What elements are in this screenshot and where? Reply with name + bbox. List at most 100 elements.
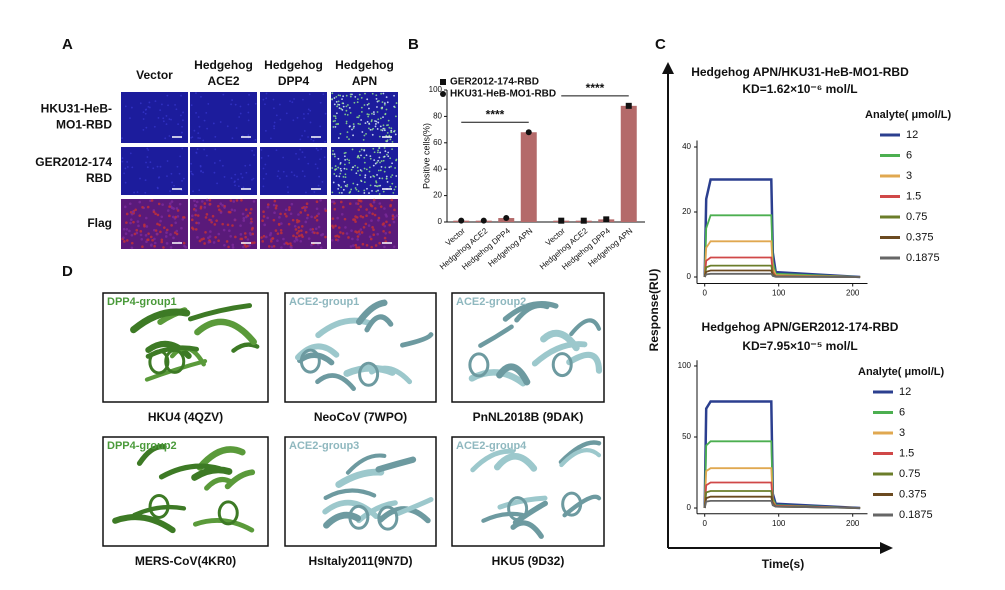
cell-dot bbox=[286, 186, 289, 188]
cell-dot bbox=[131, 210, 135, 214]
cell-dot bbox=[387, 155, 390, 158]
cell-dot bbox=[348, 106, 351, 109]
cell-dot bbox=[389, 203, 392, 207]
cell-dot bbox=[369, 237, 373, 241]
cell-dot bbox=[139, 102, 142, 105]
cell-dot bbox=[373, 113, 375, 116]
cell-dot bbox=[385, 215, 388, 218]
cell-dot bbox=[357, 246, 361, 249]
cell-dot bbox=[217, 232, 221, 236]
cell-dot bbox=[142, 111, 145, 114]
cell-dot bbox=[334, 238, 338, 242]
cell-dot bbox=[207, 236, 210, 240]
cell-dot bbox=[377, 189, 379, 192]
helix bbox=[358, 361, 380, 387]
cell-dot bbox=[395, 102, 398, 104]
cell-dot bbox=[383, 147, 386, 149]
cell-dot bbox=[344, 159, 347, 161]
structure-render bbox=[112, 443, 256, 534]
column-label: Hedgehog bbox=[264, 58, 323, 72]
cell-dot bbox=[123, 172, 126, 175]
cell-dot bbox=[343, 155, 346, 158]
cell-dot bbox=[180, 94, 182, 97]
cell-dot bbox=[215, 219, 218, 222]
legend-label: 12 bbox=[899, 386, 911, 398]
cell-dot bbox=[223, 204, 226, 208]
cell-dot bbox=[383, 224, 387, 228]
cell-dot bbox=[361, 131, 364, 133]
cell-dot bbox=[334, 119, 336, 122]
ribbon bbox=[315, 373, 356, 391]
cell-dot bbox=[383, 236, 387, 240]
ribbon bbox=[315, 317, 373, 339]
cell-dot bbox=[156, 213, 160, 217]
cell-dot bbox=[305, 191, 307, 194]
cell-dot bbox=[168, 135, 171, 137]
cell-dot bbox=[222, 93, 225, 96]
cell-dot bbox=[352, 166, 355, 169]
cell-dot bbox=[388, 126, 391, 129]
cell-dot bbox=[279, 212, 282, 216]
cell-dot bbox=[342, 175, 345, 178]
cell-dot bbox=[315, 200, 319, 204]
y-tick-label: 0 bbox=[687, 503, 692, 512]
y-tick-label: 0 bbox=[438, 217, 443, 226]
cell-dot bbox=[385, 96, 388, 99]
cell-dot bbox=[315, 147, 318, 150]
cell-dot bbox=[262, 177, 265, 180]
micrograph-texture bbox=[121, 199, 188, 250]
cell-dot bbox=[244, 232, 247, 235]
micrograph-texture bbox=[121, 94, 184, 140]
cell-dot bbox=[153, 244, 156, 248]
cell-dot bbox=[337, 226, 341, 229]
cell-dot bbox=[198, 189, 201, 192]
cell-dot bbox=[273, 121, 276, 124]
cell-dot bbox=[182, 111, 184, 114]
cell-dot bbox=[262, 185, 265, 188]
cell-dot bbox=[345, 122, 348, 125]
cell-dot bbox=[206, 127, 209, 130]
cell-dot bbox=[361, 215, 365, 219]
cell-dot bbox=[214, 235, 217, 239]
ribbon bbox=[323, 488, 377, 500]
cell-dot bbox=[378, 135, 381, 138]
cell-dot bbox=[372, 228, 375, 231]
cell-dot bbox=[254, 138, 257, 141]
cell-dot bbox=[161, 103, 163, 106]
cell-dot bbox=[291, 218, 295, 222]
cell-dot bbox=[138, 200, 142, 204]
cell-dot bbox=[126, 166, 129, 168]
cell-dot bbox=[342, 95, 345, 98]
cell-dot bbox=[307, 136, 309, 138]
cell-dot bbox=[172, 236, 175, 240]
cell-dot bbox=[124, 232, 128, 235]
cell-dot bbox=[203, 202, 207, 205]
cell-dot bbox=[374, 125, 377, 128]
cell-dot bbox=[134, 208, 137, 212]
ribbon bbox=[559, 448, 602, 468]
cell-dot bbox=[360, 119, 363, 121]
cell-dot bbox=[343, 217, 347, 221]
cell-dot bbox=[383, 102, 386, 105]
ribbon bbox=[493, 453, 538, 472]
cell-dot bbox=[303, 175, 306, 178]
cell-dot bbox=[247, 111, 250, 114]
cell-dot bbox=[354, 220, 357, 223]
cell-dot bbox=[311, 228, 314, 231]
cell-dot bbox=[208, 202, 212, 206]
cell-dot bbox=[380, 92, 383, 95]
cell-dot bbox=[253, 154, 256, 156]
cell-dot bbox=[149, 244, 153, 247]
legend-marker bbox=[440, 79, 446, 85]
cell-dot bbox=[349, 93, 352, 96]
cell-dot bbox=[319, 158, 321, 161]
chart-title: Hedgehog APN/GER2012-174-RBD bbox=[702, 320, 899, 334]
cell-dot bbox=[332, 149, 334, 152]
cell-dot bbox=[264, 129, 267, 132]
cell-dot bbox=[331, 92, 334, 95]
cell-dot bbox=[363, 161, 366, 164]
cell-dot bbox=[354, 215, 357, 218]
cell-dot bbox=[199, 137, 201, 140]
cell-dot bbox=[390, 127, 393, 130]
cell-dot bbox=[313, 191, 316, 193]
